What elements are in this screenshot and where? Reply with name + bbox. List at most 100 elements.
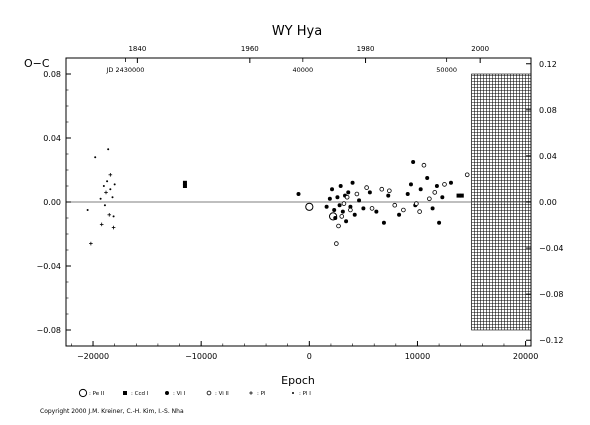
data-point [386,193,391,198]
data-point [392,202,398,208]
legend-symbol [165,391,169,395]
legend-label: : Pl [257,391,266,397]
data-point [335,195,340,200]
data-point [381,220,386,225]
data-point [346,190,351,195]
right-y-axis: −0.12 −0.08 −0.04 0.00 0.04 0.08 0.12 [526,60,564,345]
left-y-tick-label: −0.08 [36,326,61,335]
data-point [108,173,113,177]
data-point [430,206,435,211]
data-point [99,222,104,227]
data-point [361,206,366,211]
data-point [432,190,438,195]
data-point [421,162,427,168]
data-point [338,184,343,188]
data-point [427,196,432,202]
series-vi-ii [334,162,470,246]
right-y-tick-label: 0.00 [539,198,557,207]
x-tick-label: 20000 [513,352,538,361]
data-point [340,209,345,214]
data-point [437,220,442,225]
series-vi-i [296,160,453,225]
x-tick-label: −20000 [77,352,109,361]
top-year-label: 1840 [128,45,146,53]
data-point [387,188,392,194]
left-y-axis: −0.08 −0.04 0.00 0.04 0.08 [36,57,71,347]
series-ccd-i [182,180,464,198]
data-point [397,212,402,217]
data-point [111,225,116,230]
legend-symbol [206,390,212,396]
data-point [379,186,385,192]
data-point [89,241,93,246]
legend-item: : Vi II [206,390,229,397]
x-axis-label: Epoch [281,374,315,387]
left-y-tick-label: −0.04 [36,262,61,271]
top-year-label: 1980 [357,45,375,53]
data-point [327,196,332,201]
data-point [440,195,445,200]
data-point [107,213,112,217]
data-point [414,201,419,206]
data-point [332,208,337,212]
data-points [86,148,470,246]
data-point [374,209,379,214]
data-point [99,197,102,200]
data-point [103,204,106,207]
data-point [354,191,360,197]
data-point [106,180,109,183]
data-point [344,219,349,224]
y-axis-label: O−C [24,57,50,70]
right-y-tick-label: 0.08 [539,106,557,115]
data-point [369,206,375,211]
right-y-tick-label: −0.12 [539,336,564,345]
legend-symbol [123,391,127,395]
data-point [442,182,447,187]
data-point [464,172,470,178]
data-point [112,215,115,218]
data-point [341,201,347,206]
top-year-label: 1960 [241,45,259,53]
data-point [109,188,112,191]
data-point [459,193,464,198]
data-point [334,241,339,246]
data-point [357,198,362,203]
legend: : Pe II: Ccd I: Vi I: Vi II: Pl: Pl I [78,388,311,398]
data-point [448,180,453,185]
right-y-tick-label: −0.04 [539,244,564,253]
data-point [111,196,114,199]
legend-label: : Pe II [89,391,104,397]
top-year-axis: 1840 1960 1980 2000 [128,45,489,63]
jd-label: 50000 [436,66,457,74]
x-tick-label: −10000 [185,352,217,361]
data-point [411,160,416,164]
legend-label: : Vi II [215,391,229,397]
legend-symbol [292,392,294,394]
jd-label: 40000 [292,66,313,74]
x-tick-label: 0 [307,352,312,361]
chart-title: WY Hya [272,24,322,39]
series-pl [89,173,116,246]
data-point [434,184,439,188]
jd-labels: JD 2430000 40000 50000 [106,58,457,74]
data-point [456,193,461,198]
legend-item: : Pl [249,391,266,397]
x-axis: −20000 −10000 0 10000 20000 [71,341,538,361]
data-point [336,223,341,229]
left-y-tick-label: 0.04 [43,134,61,143]
data-point [350,180,355,185]
legend-label: : Vi I [173,391,186,397]
jd-label: JD 2430000 [106,66,145,74]
data-point [352,212,357,217]
legend-symbol [249,391,253,395]
legend-item: : Pe II [78,388,104,398]
data-point [337,203,342,208]
legend-label: : Ccd I [131,391,149,397]
data-point [405,192,410,196]
left-y-tick-label: 0.00 [43,198,61,207]
data-point [364,185,369,190]
legend-item: : Vi I [165,391,186,397]
data-point [333,216,338,220]
legend-symbol [78,388,88,398]
